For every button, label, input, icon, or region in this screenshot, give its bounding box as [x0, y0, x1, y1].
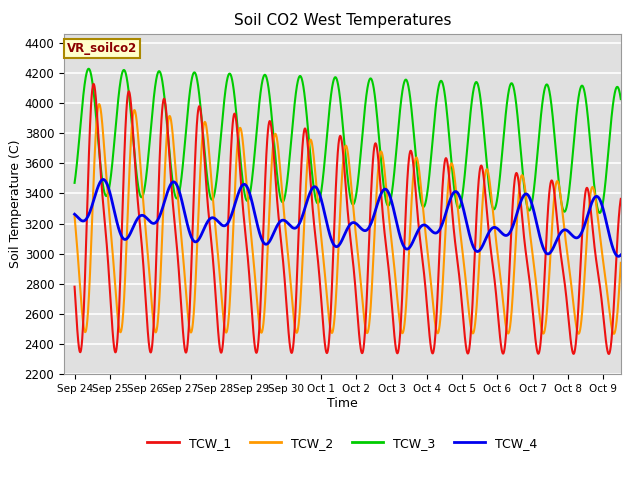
- Legend: TCW_1, TCW_2, TCW_3, TCW_4: TCW_1, TCW_2, TCW_3, TCW_4: [142, 432, 543, 455]
- Text: VR_soilco2: VR_soilco2: [67, 42, 137, 55]
- Y-axis label: Soil Temperature (C): Soil Temperature (C): [9, 140, 22, 268]
- Title: Soil CO2 West Temperatures: Soil CO2 West Temperatures: [234, 13, 451, 28]
- X-axis label: Time: Time: [327, 397, 358, 410]
